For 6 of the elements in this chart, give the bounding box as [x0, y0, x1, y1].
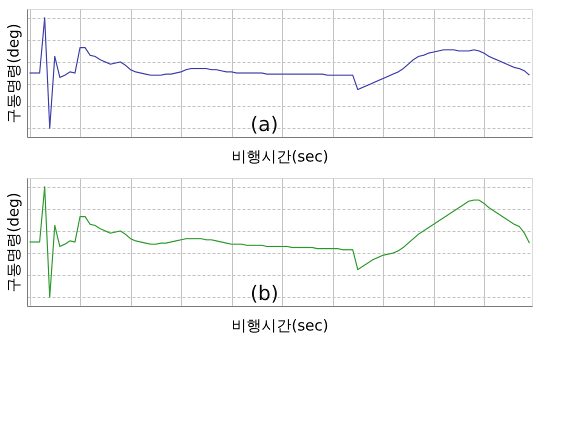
annotation: (a)	[250, 112, 278, 136]
y-axis-title: 구동명령(deg)	[4, 24, 22, 124]
x-axis-title: 비행시간(sec)	[232, 148, 328, 166]
annotation: (b)	[250, 281, 279, 305]
y-axis-title: 구동명령(deg)	[4, 192, 22, 292]
x-axis-title: 비행시간(sec)	[232, 316, 328, 334]
